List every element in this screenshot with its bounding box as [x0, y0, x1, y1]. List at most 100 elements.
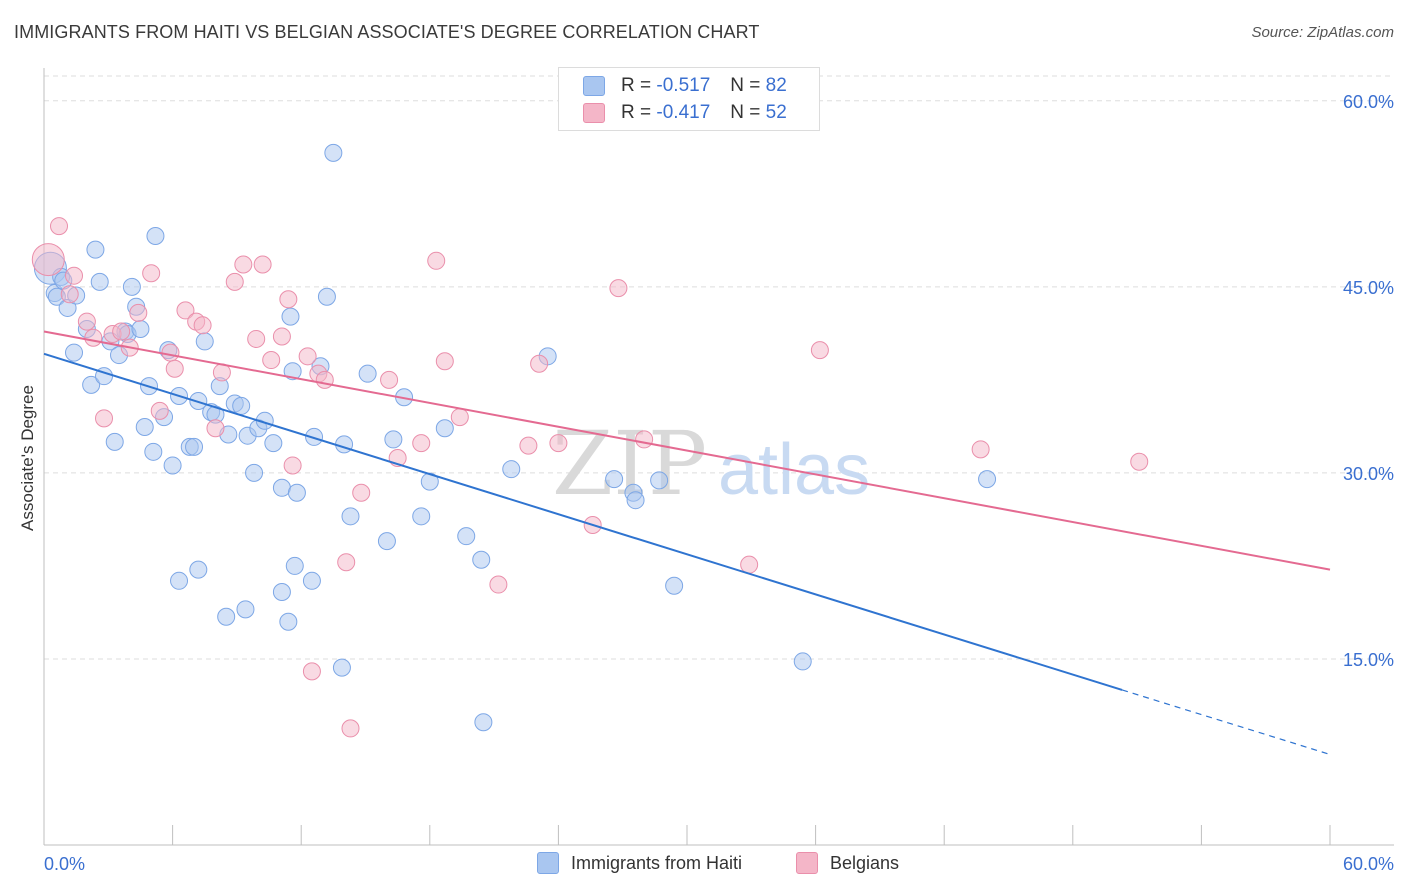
n-label: N = [730, 75, 761, 96]
haiti-point [232, 396, 251, 415]
legend-item-haiti[interactable]: Immigrants from Haiti [537, 852, 742, 874]
haiti-point [82, 375, 101, 394]
y-tick-label: 15.0% [1343, 650, 1394, 670]
haiti-point [185, 437, 204, 456]
haiti-point [264, 434, 283, 453]
haiti-point [283, 362, 302, 381]
belgians-trend-line [43, 330, 1331, 571]
legend-label-haiti: Immigrants from Haiti [571, 852, 743, 873]
belgians-point [176, 301, 195, 320]
belgians-point [740, 555, 759, 574]
x-tick-label: 60.0% [1343, 854, 1394, 874]
haiti-point [281, 307, 300, 326]
haiti-point [626, 491, 645, 510]
belgians-point [60, 285, 79, 304]
haiti-point [605, 470, 624, 489]
belgians-point [247, 329, 266, 348]
haiti-point [305, 427, 324, 446]
belgians-point [635, 430, 654, 449]
belgians-point [1130, 452, 1149, 471]
haiti-point [135, 418, 154, 437]
haiti-point [358, 364, 377, 383]
belgians-point [262, 351, 281, 370]
haiti-point [502, 460, 521, 479]
haiti-point [435, 419, 454, 438]
haiti-point [105, 432, 124, 451]
belgians-point [77, 312, 96, 331]
r-value: -0.517 [656, 75, 711, 96]
legend-row-belgians: R = -0.417 N = 52 [583, 100, 787, 126]
r-label: R = [621, 102, 652, 123]
belgians-point [112, 322, 131, 341]
belgians-point [161, 343, 180, 362]
haiti-point [170, 571, 189, 590]
belgians-point [225, 272, 244, 291]
haiti-point [236, 600, 255, 619]
haiti-point [324, 143, 343, 162]
belgians-point [530, 354, 549, 373]
haiti-point [90, 272, 109, 291]
legend-swatch-belgians [796, 852, 818, 874]
belgians-point [380, 370, 399, 389]
haiti-point [332, 658, 351, 677]
belgians-point [609, 279, 628, 298]
belgians-point [50, 217, 69, 236]
belgians-point [129, 303, 148, 322]
legend-item-belgians[interactable]: Belgians [796, 852, 899, 874]
belgians-point [341, 719, 360, 738]
haiti-trend-line [43, 352, 1123, 691]
y-tick-label: 45.0% [1343, 278, 1394, 298]
haiti-point [163, 456, 182, 475]
belgians-point [352, 483, 371, 502]
belgians-point [337, 553, 356, 572]
belgians-point [234, 255, 253, 274]
belgians-point [272, 327, 291, 346]
haiti-point [131, 320, 150, 339]
belgians-point [253, 255, 272, 274]
belgians-point [279, 290, 298, 309]
legend-label-belgians: Belgians [830, 852, 900, 873]
r-value: -0.417 [656, 102, 711, 123]
belgians-point [142, 264, 161, 283]
haiti-point [272, 582, 291, 601]
belgians-point [315, 370, 334, 389]
haiti-point [287, 483, 306, 502]
belgians-point [519, 436, 538, 455]
belgians-point [549, 434, 568, 453]
haiti-point [335, 435, 354, 454]
belgians-point [971, 440, 990, 459]
n-label: N = [730, 102, 761, 123]
belgians-point [165, 359, 184, 378]
belgians-point [150, 401, 169, 420]
y-tick-label: 60.0% [1343, 92, 1394, 112]
haiti-point [245, 463, 264, 482]
haiti-point [217, 607, 236, 626]
haiti-point [384, 430, 403, 449]
belgians-point [810, 341, 829, 360]
belgians-point [427, 251, 446, 270]
haiti-point [377, 532, 396, 551]
legend-row-haiti: R = -0.517 N = 82 [583, 73, 787, 99]
haiti-point [978, 470, 997, 489]
belgians-point [450, 408, 469, 427]
belgians-point [193, 316, 212, 335]
x-tick-label: 0.0% [44, 854, 85, 874]
belgians-point [84, 328, 103, 347]
legend-swatch-haiti [583, 76, 605, 96]
series-legend: Immigrants from Haiti Belgians [0, 852, 1406, 878]
haiti-point [793, 652, 812, 671]
haiti-point [272, 478, 291, 497]
haiti-point [650, 471, 669, 490]
n-value: 82 [765, 75, 787, 96]
haiti-point [146, 227, 165, 246]
correlation-legend: R = -0.517 N = 82 R = -0.417 N = 52 [558, 67, 820, 131]
belgians-point [435, 352, 454, 371]
haiti-point [65, 343, 84, 362]
chart-title: IMMIGRANTS FROM HAITI VS BELGIAN ASSOCIA… [14, 22, 760, 42]
belgians-point [206, 419, 225, 438]
haiti-point [144, 442, 163, 461]
source-label: Source: ZipAtlas.com [1251, 24, 1394, 41]
belgians-point [31, 243, 65, 277]
haiti-point [122, 277, 141, 296]
